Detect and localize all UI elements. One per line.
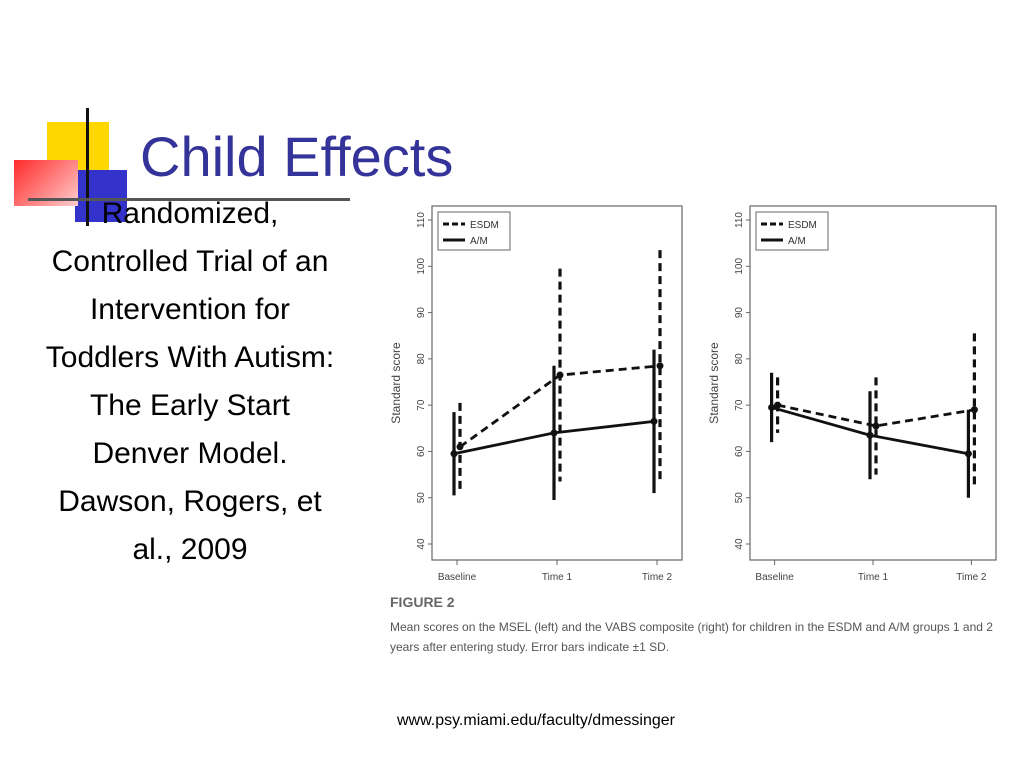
source-url: www.psy.miami.edu/faculty/dmessinger bbox=[396, 712, 676, 729]
data-point-am bbox=[650, 417, 658, 425]
data-point-esdm bbox=[456, 443, 464, 451]
data-point-esdm bbox=[556, 371, 564, 379]
x-tick-label: Time 2 bbox=[642, 572, 673, 583]
decorative-vertical-line bbox=[86, 108, 89, 226]
y-tick-label: 70 bbox=[734, 399, 745, 411]
y-tick-label: 90 bbox=[416, 307, 427, 319]
legend-label: ESDM bbox=[788, 220, 817, 231]
y-tick-label: 110 bbox=[734, 212, 745, 228]
slide-title: Child Effects bbox=[140, 125, 454, 188]
title-underline bbox=[28, 198, 350, 201]
y-tick-label: 70 bbox=[416, 399, 427, 411]
x-tick-label: Time 2 bbox=[956, 572, 987, 583]
data-point-esdm bbox=[872, 422, 880, 430]
y-axis-label: Standard score bbox=[707, 342, 721, 424]
y-tick-label: 60 bbox=[416, 445, 427, 457]
figure-charts: 40 50 60 70 80 90 100 110 Standard score Baseline… bbox=[389, 205, 997, 583]
y-tick-label: 40 bbox=[734, 538, 745, 550]
data-point-am bbox=[768, 403, 776, 411]
y-tick-label: 90 bbox=[734, 307, 745, 319]
legend-box bbox=[437, 211, 511, 251]
chart-msel: 40 50 60 70 80 90 100 110 Standard score Baseline… bbox=[389, 205, 683, 583]
chart-vabs: 40 50 60 70 80 90 100 110 Standard score Baseline… bbox=[707, 205, 997, 583]
data-point-am bbox=[866, 431, 874, 439]
figure-caption: Mean scores on the MSEL (left) and the V… bbox=[390, 620, 993, 654]
y-axis-label: Standard score bbox=[389, 342, 403, 424]
x-tick-label: Baseline bbox=[755, 572, 794, 583]
plot-frame bbox=[431, 205, 683, 561]
data-point-esdm bbox=[774, 401, 782, 409]
y-tick-label: 110 bbox=[416, 212, 427, 228]
x-tick-label: Time 1 bbox=[858, 572, 889, 583]
data-point-am bbox=[450, 450, 458, 458]
legend-box bbox=[755, 211, 829, 251]
legend-label: A/M bbox=[788, 236, 806, 247]
y-tick-label: 60 bbox=[734, 445, 745, 457]
series-line-esdm bbox=[777, 403, 975, 428]
y-tick-label: 100 bbox=[734, 258, 745, 275]
plot-frame bbox=[749, 205, 997, 561]
y-tick-label: 80 bbox=[416, 353, 427, 365]
data-point-am bbox=[550, 429, 558, 437]
y-tick-label: 50 bbox=[416, 492, 427, 504]
figure-label: FIGURE 2 bbox=[390, 594, 455, 610]
data-point-esdm bbox=[970, 406, 978, 414]
data-point-am bbox=[964, 450, 972, 458]
citation-text: Randomized, Controlled Trial of an Inter… bbox=[45, 197, 335, 566]
legend-label: A/M bbox=[470, 236, 488, 247]
data-point-esdm bbox=[656, 362, 664, 370]
y-tick-label: 100 bbox=[416, 258, 427, 275]
legend-label: ESDM bbox=[470, 220, 499, 231]
y-tick-label: 40 bbox=[416, 538, 427, 550]
decorative-blue-square bbox=[75, 170, 127, 222]
y-tick-label: 80 bbox=[734, 353, 745, 365]
x-tick-label: Baseline bbox=[438, 572, 477, 583]
x-tick-label: Time 1 bbox=[542, 572, 573, 583]
y-tick-label: 50 bbox=[734, 492, 745, 504]
